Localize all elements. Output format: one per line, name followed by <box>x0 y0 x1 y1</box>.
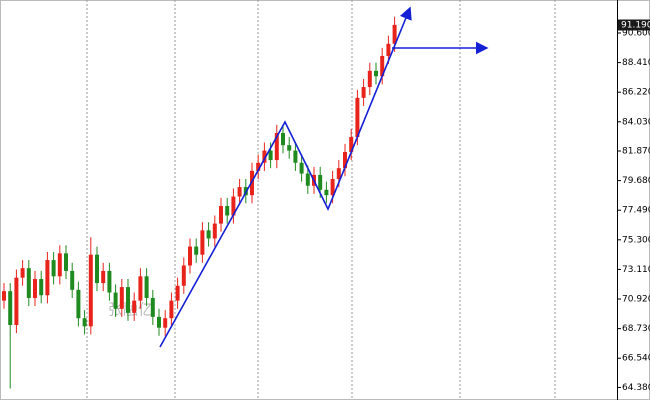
candle-body <box>305 173 310 186</box>
candle-body <box>119 287 124 309</box>
candle-body <box>101 270 106 284</box>
y-tick-label: 90.600 <box>622 28 650 38</box>
candle-body <box>355 97 360 138</box>
candle-body <box>324 189 329 196</box>
candle-body <box>293 150 298 163</box>
y-tick-label: 81.870 <box>622 146 650 156</box>
candle-body <box>188 246 192 266</box>
candle-body <box>349 137 354 152</box>
candle-body <box>107 270 112 293</box>
candle-body <box>225 206 230 216</box>
watermark: 张融亿 <box>108 301 153 319</box>
candle-body <box>206 230 211 239</box>
candle-body <box>231 196 236 216</box>
trend-arrow <box>159 6 412 348</box>
candle-body <box>219 206 223 224</box>
candle-body <box>274 133 279 161</box>
candle-body <box>45 260 50 296</box>
last-price-label: 91.190 <box>621 21 650 31</box>
candle-body <box>26 268 31 298</box>
candle-body <box>138 276 143 301</box>
candle-body <box>20 268 25 278</box>
candle-body <box>175 285 180 301</box>
candle-body <box>33 279 37 298</box>
y-tick-label: 79.680 <box>622 176 650 186</box>
candle-body <box>51 260 56 277</box>
y-tick-label: 66.540 <box>622 354 650 364</box>
candle-body <box>169 300 174 319</box>
y-tick-label: 88.410 <box>622 58 650 68</box>
y-tick-label: 84.030 <box>622 117 650 127</box>
candle-body <box>8 291 13 325</box>
candle-body <box>157 316 161 328</box>
candle-body <box>299 162 304 174</box>
y-tick-label: 86.220 <box>622 88 650 98</box>
candle-body <box>163 318 168 328</box>
last-price-box <box>618 19 650 31</box>
candle-body <box>70 270 75 290</box>
y-tick-label: 73.110 <box>622 265 650 275</box>
candle-body <box>374 70 378 77</box>
candle-body <box>88 254 93 327</box>
candle-body <box>76 289 81 319</box>
candle-body <box>343 151 347 169</box>
candle-body <box>318 174 323 190</box>
candle-body <box>82 318 87 327</box>
candle-body <box>194 246 199 255</box>
candle-body <box>380 55 385 77</box>
candle-body <box>287 145 292 151</box>
candle-body <box>95 254 99 284</box>
candle-body <box>367 70 372 88</box>
candle-body <box>392 24 397 44</box>
candle-body <box>281 133 285 146</box>
candle-body <box>256 162 261 171</box>
y-tick-label: 70.920 <box>622 295 650 305</box>
candle-body <box>268 150 273 161</box>
candle-body <box>132 300 137 313</box>
y-tick-label: 75.300 <box>622 235 650 245</box>
vertical-grid <box>86 0 556 400</box>
candle-body <box>386 43 391 56</box>
candle-body <box>57 253 62 277</box>
y-tick-label: 77.490 <box>622 206 650 216</box>
candle-body <box>212 223 217 239</box>
candle-body <box>39 279 44 296</box>
candle-body <box>150 297 155 317</box>
candle-body <box>14 277 19 325</box>
candle-body <box>144 276 149 298</box>
candles <box>2 16 397 389</box>
candle-body <box>64 253 68 271</box>
candle-body <box>237 187 242 197</box>
candle-body <box>330 178 335 196</box>
candle-body <box>113 292 118 309</box>
candle-body <box>126 287 130 313</box>
y-tick-label: 64.380 <box>622 383 650 393</box>
candle-body <box>200 230 205 255</box>
candle-body <box>361 87 366 98</box>
candle-body <box>262 150 267 163</box>
candle-body <box>2 291 6 301</box>
candle-body <box>181 265 186 286</box>
candle-body <box>336 168 341 179</box>
y-tick-label: 68.730 <box>622 324 650 334</box>
